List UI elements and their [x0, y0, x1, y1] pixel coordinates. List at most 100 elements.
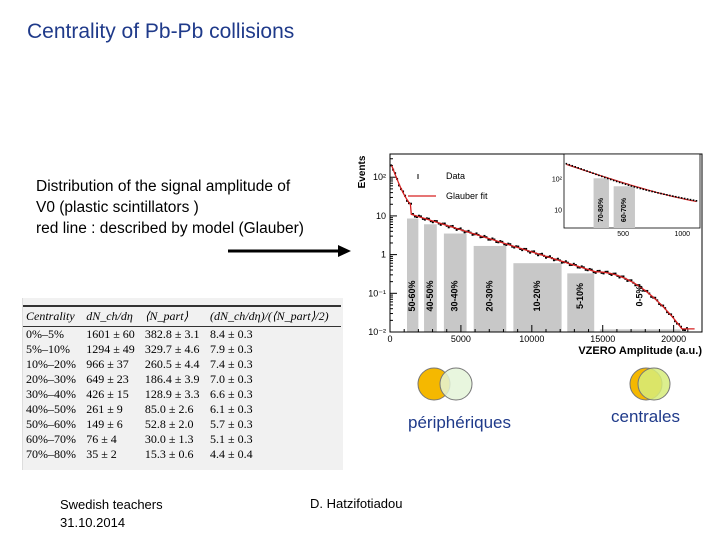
table-cell: 50%–60% [26, 417, 76, 431]
inset-data-point [595, 173, 597, 176]
central-label: centrales [611, 407, 680, 426]
inset-x-tick-label: 1000 [674, 231, 690, 238]
table-cell: 382.8 ± 3.1 [144, 327, 200, 341]
venn-peripheral-icon [417, 367, 473, 401]
inset-data-point [583, 169, 585, 171]
data-point [479, 236, 482, 239]
data-point [548, 255, 551, 258]
table-row: 5%–10% 1294 ± 49 329.7 ± 4.6 7.9 ± 0.3 [23, 342, 341, 357]
data-point [505, 243, 508, 246]
data-point [447, 226, 450, 229]
data-point [413, 215, 416, 218]
data-point [451, 224, 454, 227]
data-point [646, 289, 649, 292]
data-point [578, 266, 581, 269]
data-point [483, 234, 486, 237]
glauber-fit-line [391, 165, 695, 330]
data-point [590, 268, 593, 271]
table-cell: 966 ± 37 [86, 357, 129, 371]
inset-data-point [663, 193, 665, 196]
inset-data-point [633, 186, 636, 188]
data-point [658, 303, 661, 306]
table-cell: 1294 ± 49 [86, 342, 135, 356]
data-point [491, 237, 494, 240]
data-point [427, 217, 430, 220]
inset-data-point [642, 188, 645, 191]
inset-data-point [574, 166, 577, 168]
data-point [592, 271, 595, 274]
inset-band-label: 60-70% [621, 197, 628, 222]
data-point [674, 320, 677, 323]
data-point [501, 240, 504, 243]
vzero-amplitude-chart: 50-60% 40-50% 30-40% 20-30% 10-20% 5-10% 0-5% 1… [357, 153, 703, 357]
data-point [572, 262, 575, 265]
inset-data-point [692, 199, 695, 202]
data-point [584, 268, 587, 271]
data-point [409, 202, 412, 205]
inset-band [613, 186, 635, 228]
data-point [415, 215, 418, 218]
table-cell: 30.0 ± 1.3 [144, 432, 194, 446]
inset-data-point [621, 182, 624, 185]
data-point [499, 240, 502, 243]
x-tick-label: 5000 [451, 334, 471, 344]
y-tick-label: 10⁻¹ [368, 288, 386, 298]
table-row: 60%–70% 76 ± 4 30.0 ± 1.3 5.1 ± 0.3 [23, 432, 341, 447]
column-header: Centrality [23, 305, 84, 327]
data-point [576, 266, 579, 269]
inset-data-point [651, 190, 653, 193]
data-point [421, 217, 424, 220]
data-point [435, 220, 438, 223]
data-point [604, 270, 607, 273]
inset-data-point [612, 179, 615, 182]
data-point [600, 271, 603, 274]
inset-data-point [657, 192, 659, 194]
data-point [423, 218, 426, 221]
table-row: 50%–60% 149 ± 6 52.8 ± 2.0 5.7 ± 0.3 [23, 417, 341, 432]
data-point [618, 276, 621, 279]
footer-author: D. Hatzifotiadou [310, 496, 403, 511]
data-point [642, 289, 645, 292]
inset-x-tick-label: 500 [617, 231, 629, 238]
inset-data-point [580, 168, 582, 170]
centrality-band [599, 329, 681, 332]
inset-data-point [601, 175, 603, 178]
footer-event: Swedish teachers [60, 497, 163, 512]
inset-data-point [586, 170, 588, 172]
fit-curve [391, 165, 695, 330]
data-point [537, 254, 540, 257]
inset-y-tick-label: 10 [554, 208, 562, 215]
inset-data-point [571, 164, 574, 167]
data-point [443, 222, 446, 225]
data-point [681, 328, 684, 331]
footer-left: Swedish teachers 31.10.2014 [60, 496, 163, 532]
table-cell: 8.4 ± 0.3 [209, 327, 253, 341]
data-point [630, 279, 633, 282]
inset-data-point [689, 198, 692, 201]
data-point [606, 270, 609, 273]
data-point [521, 249, 524, 252]
data-point [471, 233, 474, 236]
x-tick-label: 10000 [519, 334, 544, 344]
description-line-3: red line : described by model (Glauber) [36, 220, 304, 237]
table-row: 20%–30% 649 ± 23 186.4 ± 3.9 7.0 ± 0.3 [23, 372, 341, 387]
data-point [503, 243, 506, 246]
x-tick-label: 0 [387, 334, 392, 344]
table-cell: 260.5 ± 4.4 [144, 357, 200, 371]
y-tick-label: 10⁻² [368, 327, 386, 337]
centrality-band-label: 5-10% [575, 283, 585, 309]
inset-data-point [666, 194, 668, 196]
arrow-right-icon [228, 245, 351, 257]
inset-data-point [589, 171, 591, 173]
data-point [495, 240, 498, 243]
data-point [509, 243, 512, 246]
data-point [610, 273, 613, 276]
table-row: 0%–5% 1601 ± 60 382.8 ± 3.1 8.4 ± 0.3 [23, 327, 341, 343]
data-point [556, 257, 559, 260]
inset-data-point [672, 195, 674, 197]
data-point [513, 246, 516, 249]
x-tick-label: 15000 [590, 334, 615, 344]
table-cell: 7.0 ± 0.3 [209, 372, 253, 386]
data-point [588, 267, 591, 270]
table-cell: 20%–30% [26, 372, 76, 386]
